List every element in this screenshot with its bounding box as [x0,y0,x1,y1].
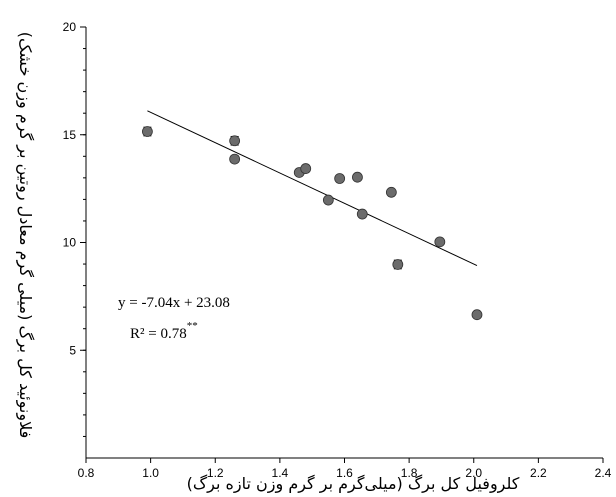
data-point [334,173,346,184]
y-tick-label: 15 [63,128,77,142]
axes: 0.8 1.0 1.2 1.4 1.6 1.8 2.0 2.2 2.4 5 10 15 20 [63,20,612,480]
x-tick-label: 1.0 [142,466,159,480]
x-tick-label: 1.2 [207,466,224,480]
data-point [141,126,153,137]
x-axis-title: کلروفیل کل برگ (میلی‌گرم بر گرم وزن تازه… [187,474,520,494]
x-tick-label: 2.4 [595,466,612,480]
point-marker [471,309,483,321]
point-marker [300,163,312,174]
data-point [434,236,446,248]
point-marker [141,126,153,137]
data-point [471,309,483,321]
data-point [392,259,404,270]
point-marker [352,171,363,183]
point-marker [229,153,241,165]
x-tick-label: 1.6 [336,466,353,480]
trendline [147,110,478,267]
data-point [229,153,241,165]
point-marker [334,173,346,184]
data-point [229,135,241,147]
regression-equation: y = -7.04x + 23.08 [118,295,230,311]
x-tick-label: 1.8 [401,466,418,480]
data-point [385,186,397,198]
x-tick-label: 1.4 [272,466,289,480]
point-marker [385,186,397,198]
point-marker [356,208,368,220]
point-marker [322,194,334,206]
x-tick-label: 0.8 [78,466,95,480]
data-point [352,171,363,183]
data-points [141,126,483,321]
point-marker [229,135,241,147]
x-tick-label: 2.2 [530,466,547,480]
y-tick-label: 5 [69,343,76,357]
point-marker [434,236,446,248]
data-point [322,194,334,206]
data-point [356,208,368,220]
y-tick-label: 20 [63,20,77,34]
trendline-group [147,110,478,267]
r-squared-label: R² = 0.78** [130,320,198,342]
significance-mark: ** [187,320,198,332]
point-marker [392,259,404,270]
x-tick-label: 2.0 [465,466,482,480]
r-squared-text: R² = 0.78 [130,326,187,342]
data-point [300,163,312,174]
y-axis-title: فلاونوئید کل برگ (میلی گرم معادل روتین ب… [15,32,35,439]
y-tick-label: 10 [63,236,77,250]
